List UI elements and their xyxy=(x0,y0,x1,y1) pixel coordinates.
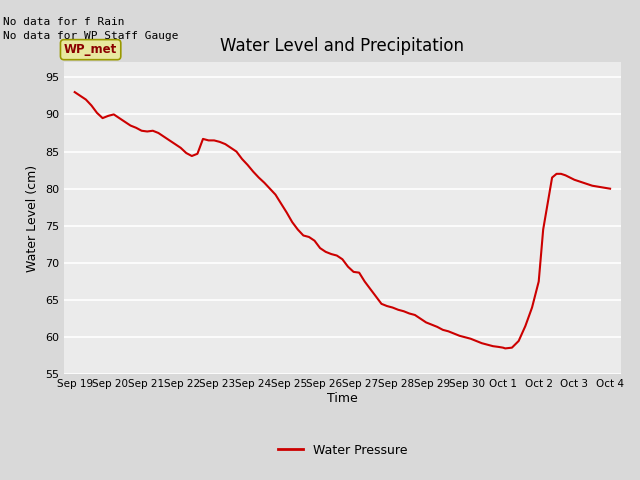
X-axis label: Time: Time xyxy=(327,392,358,405)
Text: No data for WP Staff Gauge: No data for WP Staff Gauge xyxy=(3,31,179,41)
Text: No data for f Rain: No data for f Rain xyxy=(3,17,125,27)
Y-axis label: Water Level (cm): Water Level (cm) xyxy=(26,165,40,272)
Title: Water Level and Precipitation: Water Level and Precipitation xyxy=(220,37,465,55)
Text: WP_met: WP_met xyxy=(64,43,117,56)
Legend: Water Pressure: Water Pressure xyxy=(273,439,412,462)
